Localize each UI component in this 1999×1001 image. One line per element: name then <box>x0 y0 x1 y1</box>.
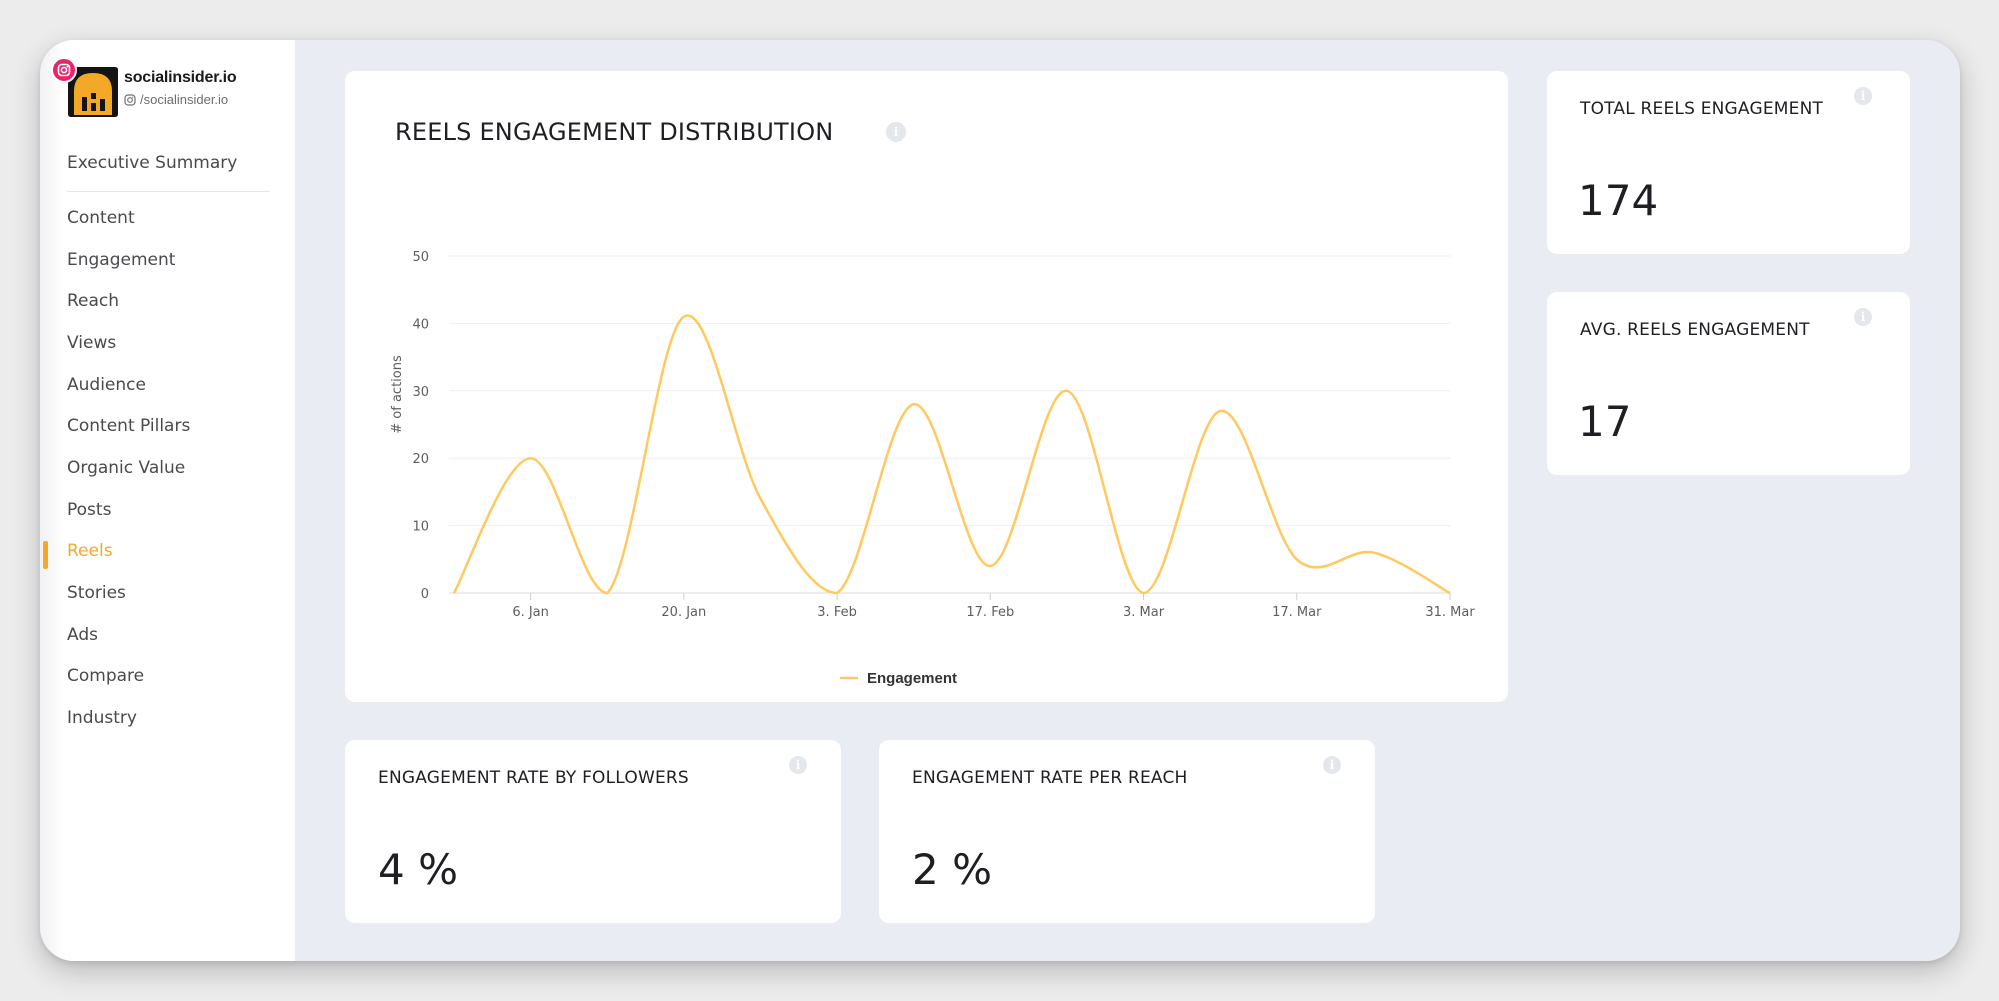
nav-item-content-pillars[interactable]: Content Pillars <box>67 416 191 436</box>
engagement-series-line <box>452 314 1451 595</box>
sidebar: socialinsider.io /socialinsider.io Execu… <box>40 40 295 961</box>
x-tick-label: 31. Mar <box>1425 605 1475 620</box>
distribution-title: REELS ENGAGEMENT DISTRIBUTION <box>395 118 834 146</box>
instagram-small-icon <box>124 93 136 106</box>
x-tick-label: 17. Feb <box>966 605 1014 620</box>
nav-item-content[interactable]: Content <box>67 208 135 228</box>
info-icon[interactable]: i <box>886 122 906 142</box>
nav-item-reach[interactable]: Reach <box>67 291 120 311</box>
brand-handle: /socialinsider.io <box>124 92 228 107</box>
nav-item-organic-value[interactable]: Organic Value <box>67 458 186 478</box>
total-engagement-title: TOTAL REELS ENGAGEMENT <box>1580 99 1824 119</box>
x-tick-label: 6. Jan <box>512 605 549 620</box>
brand-name: socialinsider.io <box>124 69 237 86</box>
y-tick-label: 50 <box>412 250 429 265</box>
y-tick-label: 20 <box>412 452 429 467</box>
total-engagement-value: 174 <box>1578 176 1659 225</box>
nav-executive-summary[interactable]: Executive Summary <box>67 153 238 173</box>
nav-item-posts[interactable]: Posts <box>67 500 112 520</box>
distribution-card: REELS ENGAGEMENT DISTRIBUTION i 0 10 20 30 4… <box>345 71 1508 702</box>
y-axis-label: # of actions <box>390 355 405 434</box>
rate-followers-title: ENGAGEMENT RATE BY FOLLOWERS <box>378 768 689 788</box>
rate-reach-card: ENGAGEMENT RATE PER REACH i 2 % <box>879 740 1375 923</box>
y-tick-label: 30 <box>412 385 429 400</box>
avg-engagement-title: AVG. REELS ENGAGEMENT <box>1580 320 1810 340</box>
total-engagement-card: TOTAL REELS ENGAGEMENT i 174 <box>1547 71 1910 254</box>
nav-item-engagement[interactable]: Engagement <box>67 250 176 270</box>
y-tick-label: 0 <box>421 587 429 602</box>
rate-followers-value: 4 % <box>378 845 458 894</box>
rate-followers-card: ENGAGEMENT RATE BY FOLLOWERS i 4 % <box>345 740 841 923</box>
brand-handle-text: /socialinsider.io <box>140 92 229 107</box>
legend-label: Engagement <box>867 670 957 687</box>
y-tick-label: 10 <box>412 520 429 535</box>
nav-item-reels[interactable]: Reels <box>67 541 113 561</box>
rate-reach-title: ENGAGEMENT RATE PER REACH <box>912 768 1188 788</box>
nav-item-views[interactable]: Views <box>67 333 117 353</box>
engagement-chart: 0 10 20 30 40 50 6. Jan 20. Jan 3. Feb 17. Feb 3. … <box>390 250 1475 687</box>
nav-item-compare[interactable]: Compare <box>67 666 145 686</box>
x-tick-label: 17. Mar <box>1272 605 1322 620</box>
x-tick-label: 3. Mar <box>1123 605 1165 620</box>
instagram-icon <box>51 57 77 83</box>
avg-engagement-card: AVG. REELS ENGAGEMENT i 17 <box>1547 292 1910 475</box>
nav-item-audience[interactable]: Audience <box>67 375 146 395</box>
x-tick-label: 20. Jan <box>661 605 706 620</box>
x-tick-label: 3. Feb <box>817 605 857 620</box>
rate-reach-value: 2 % <box>912 845 992 894</box>
info-icon[interactable]: i <box>1323 756 1341 774</box>
y-tick-label: 40 <box>412 317 429 332</box>
nav-item-industry[interactable]: Industry <box>67 708 137 728</box>
logo-image <box>68 67 118 117</box>
nav-item-stories[interactable]: Stories <box>67 583 126 603</box>
nav-divider <box>67 191 270 192</box>
info-icon[interactable]: i <box>789 756 807 774</box>
profile-logo[interactable] <box>51 57 118 117</box>
avg-engagement-value: 17 <box>1578 397 1632 446</box>
app-window: socialinsider.io /socialinsider.io Execu… <box>40 40 1960 961</box>
active-nav-indicator <box>43 541 48 569</box>
info-icon[interactable]: i <box>1854 308 1872 326</box>
info-icon[interactable]: i <box>1854 87 1872 105</box>
nav-item-ads[interactable]: Ads <box>67 625 98 645</box>
